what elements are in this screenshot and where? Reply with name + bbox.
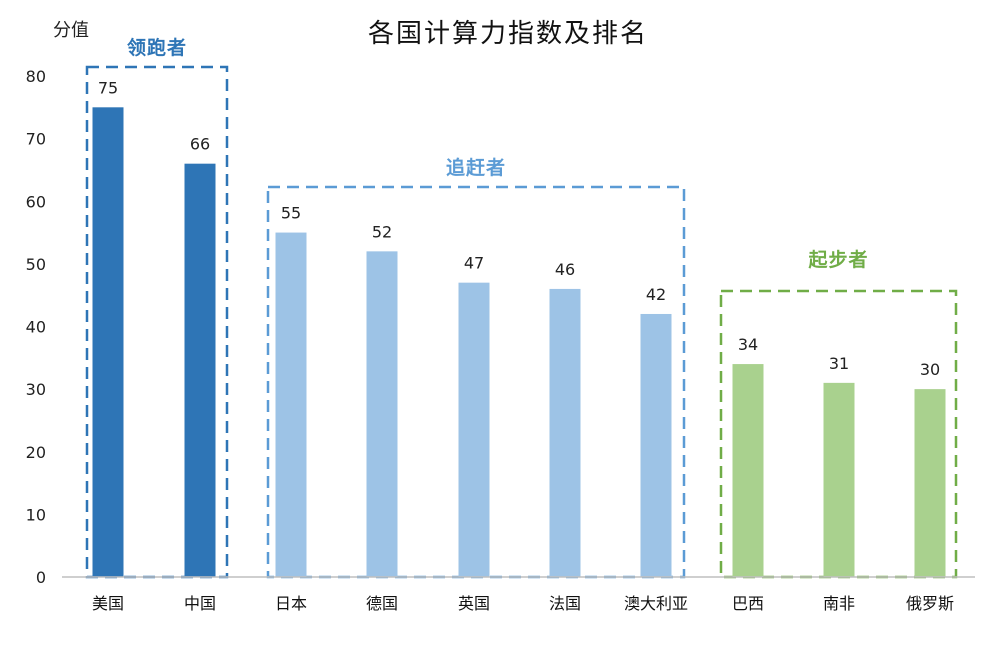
bar — [732, 364, 764, 577]
bar — [366, 251, 398, 577]
bar — [914, 389, 946, 577]
x-tick-label: 南非 — [823, 594, 855, 613]
y-axis: 0 10 20 30 40 50 60 70 80 — [26, 67, 46, 587]
data-label: 75 — [98, 78, 118, 97]
y-tick-label: 30 — [26, 380, 46, 399]
x-tick-label: 巴西 — [732, 594, 764, 613]
x-tick-label: 德国 — [366, 594, 398, 613]
group-label: 领跑者 — [127, 36, 187, 59]
bars: 75 66 55 52 47 46 42 34 31 30 — [92, 78, 946, 578]
data-label: 31 — [829, 354, 849, 373]
x-tick-label: 中国 — [184, 594, 216, 613]
x-tick-label: 美国 — [92, 594, 124, 613]
y-tick-label: 10 — [26, 505, 46, 524]
data-label: 46 — [555, 260, 575, 279]
x-tick-label: 英国 — [458, 594, 490, 613]
y-axis-label: 分值 — [53, 20, 89, 41]
y-tick-label: 70 — [26, 130, 46, 149]
y-tick-label: 50 — [26, 255, 46, 274]
group-label: 追赶者 — [446, 156, 506, 179]
group-label: 起步者 — [807, 249, 868, 271]
y-tick-label: 20 — [26, 443, 46, 462]
data-label: 34 — [738, 335, 758, 354]
y-tick-label: 60 — [26, 192, 46, 211]
data-label: 66 — [190, 135, 210, 154]
bar — [549, 288, 581, 577]
x-tick-label: 日本 — [275, 594, 307, 613]
x-tick-label: 法国 — [549, 594, 581, 613]
bar — [92, 107, 124, 577]
y-tick-label: 80 — [26, 67, 46, 86]
x-tick-label: 澳大利亚 — [624, 594, 688, 613]
data-label: 30 — [920, 360, 940, 379]
chart-title: 各国计算力指数及排名 — [368, 19, 648, 49]
bar — [640, 313, 672, 577]
data-label: 52 — [372, 222, 392, 241]
bar — [823, 382, 855, 577]
bar — [275, 232, 307, 577]
y-tick-label: 0 — [36, 568, 46, 587]
bar — [184, 163, 216, 578]
data-label: 55 — [281, 204, 301, 223]
data-label: 42 — [646, 285, 666, 304]
group-box — [85, 65, 229, 579]
x-axis: 美国 中国 日本 德国 英国 法国 澳大利亚 巴西 南非 俄罗斯 — [92, 594, 954, 613]
x-tick-label: 俄罗斯 — [906, 594, 954, 613]
y-tick-label: 40 — [26, 318, 46, 337]
bar — [458, 282, 490, 577]
data-label: 47 — [464, 254, 484, 273]
